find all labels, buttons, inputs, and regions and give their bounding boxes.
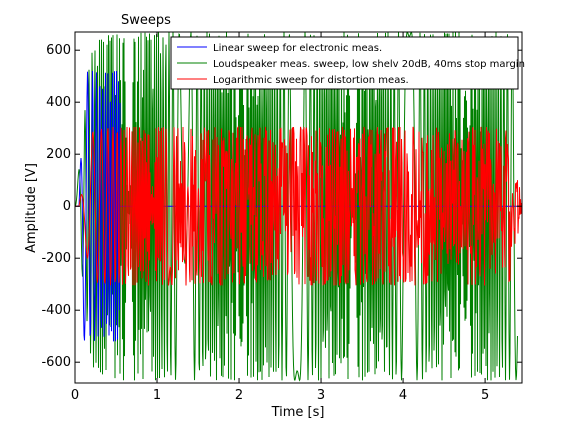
legend-entry-0: Linear sweep for electronic meas.	[213, 43, 382, 54]
series-2	[75, 125, 522, 286]
x-tick-label: 1	[153, 388, 161, 403]
y-tick-label: -400	[41, 303, 71, 318]
x-tick-label: 0	[71, 388, 79, 403]
y-tick-label: 200	[46, 147, 71, 162]
y-tick-label: -600	[41, 355, 71, 370]
y-tick-label: 0	[63, 199, 71, 214]
y-axis-label: Amplitude [V]	[24, 163, 39, 253]
x-tick-label: 4	[399, 388, 407, 403]
x-tick-label: 2	[235, 388, 243, 403]
series-line-2	[75, 125, 522, 286]
x-tick-label: 5	[481, 388, 489, 403]
y-tick-label: 400	[46, 95, 71, 110]
x-axis-label: Time [s]	[271, 405, 325, 420]
ticks-layer: 0 1 2 3 4 5 -600 -400 -200 0 200 400 600	[41, 32, 522, 403]
series-line-0	[75, 70, 121, 342]
legend: Linear sweep for electronic meas. Loudspe…	[170, 36, 525, 90]
series-line-1	[75, 32, 518, 382]
y-tick-label: -200	[41, 251, 71, 266]
legend-box	[170, 36, 519, 90]
legend-entry-1: Loudspeaker meas. sweep, low shelv 20dB,…	[213, 59, 525, 70]
y-tick-label: 600	[46, 43, 71, 58]
chart-title: Sweeps	[121, 13, 171, 28]
x-tick-label: 3	[317, 388, 325, 403]
plot-frame	[74, 31, 523, 384]
series-layer	[75, 32, 522, 382]
legend-entry-2: Logarithmic sweep for distortion meas.	[213, 75, 409, 86]
